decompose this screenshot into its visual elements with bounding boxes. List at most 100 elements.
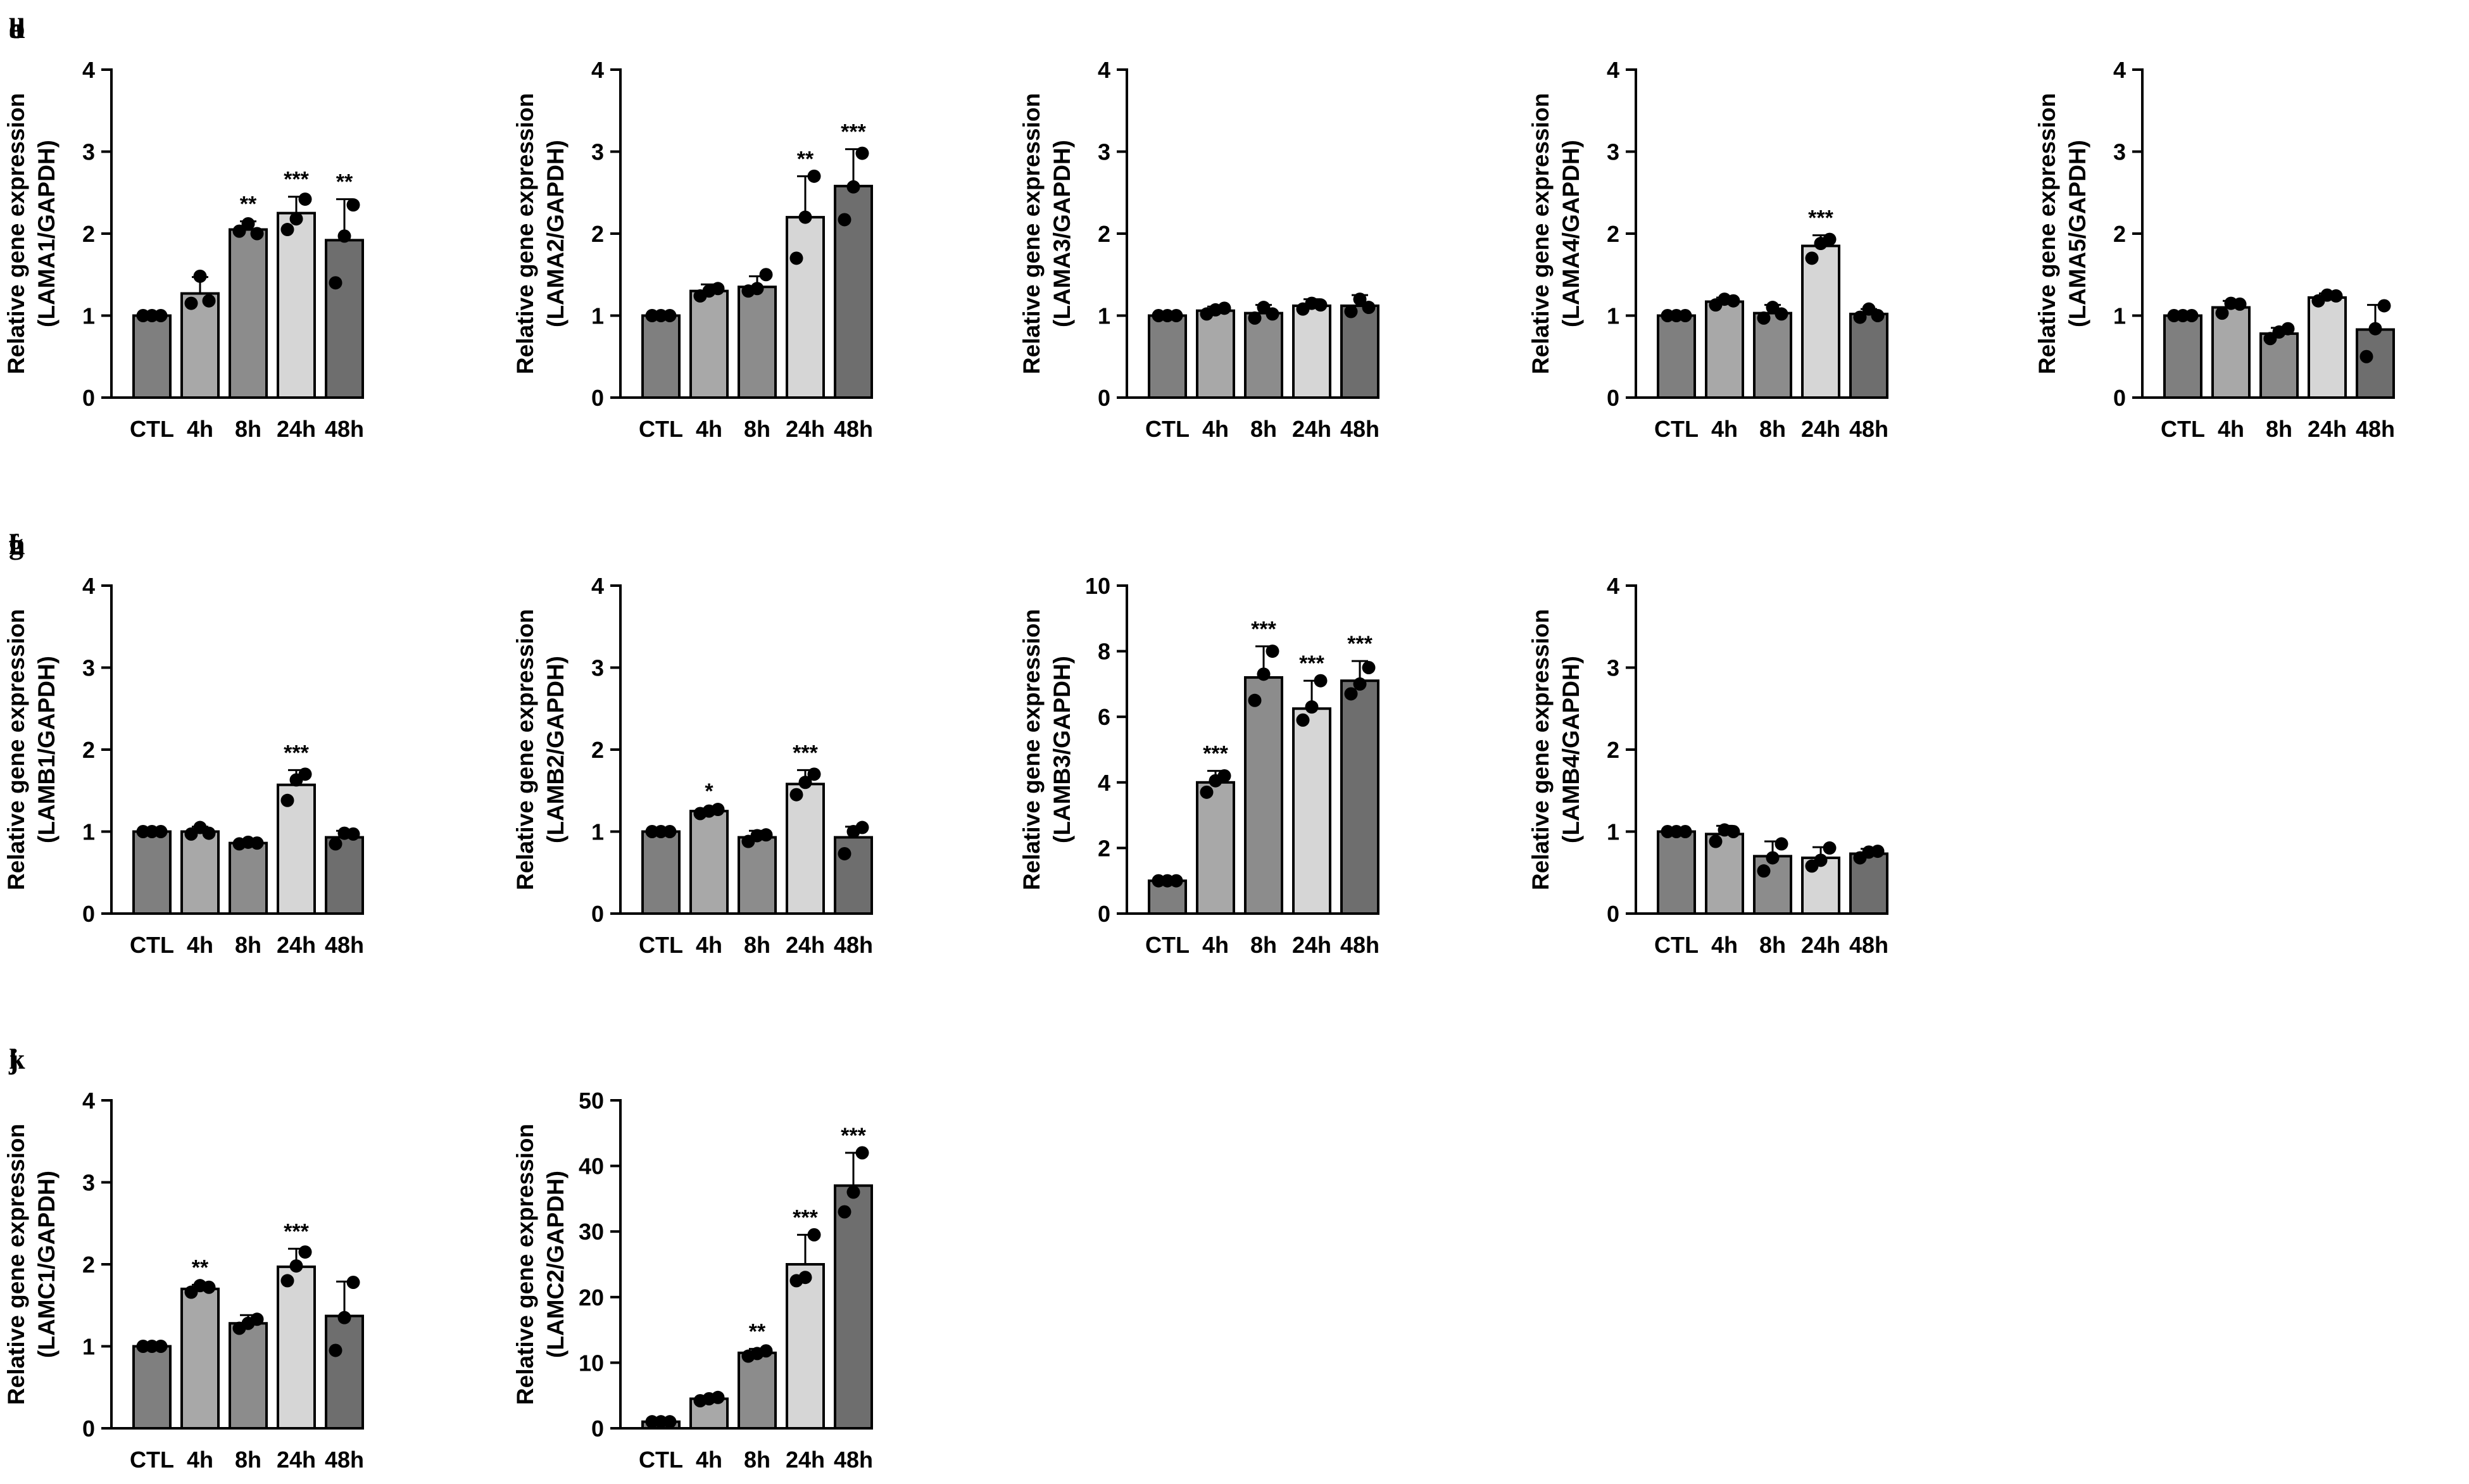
bar-24h (277, 1265, 316, 1430)
y-axis-label-line1: Relative gene expression (512, 609, 538, 890)
data-point (1248, 311, 1262, 325)
data-point (1200, 785, 1214, 799)
data-point (1726, 825, 1740, 838)
y-tick-label: 40 (579, 1154, 604, 1179)
x-tick-label: 48h (2356, 416, 2395, 442)
data-point (1362, 301, 1376, 315)
data-point (855, 821, 869, 834)
y-tick-label: 3 (82, 139, 95, 165)
y-tick-label: 1 (1607, 819, 1619, 845)
x-tick-label: 48h (325, 416, 364, 442)
y-tick-label: 2 (1098, 835, 1110, 861)
y-tick-label: 3 (82, 655, 95, 681)
x-tick-label: CTL (130, 416, 174, 442)
data-point (250, 227, 264, 241)
y-tick-label: 2 (82, 737, 95, 763)
panel-a-lama1: a Relative gene expression (LAMA1/GAPDH) CT… (3, 12, 364, 442)
y-axis-label-line2: (LAMB4/GAPDH) (1558, 656, 1584, 843)
data-point (846, 1185, 860, 1199)
data-point (759, 1344, 773, 1358)
data-point (1709, 834, 1723, 848)
y-tick-label: 4 (2113, 57, 2126, 83)
x-tick-label: 48h (834, 932, 873, 958)
data-point (798, 1271, 812, 1285)
panel-j-lamc1: j Relative gene expression (LAMC1/GAPDH) CT… (3, 1043, 364, 1473)
y-tick-label: 4 (591, 57, 604, 83)
bar-8h (229, 228, 268, 399)
bar-4h (180, 1287, 220, 1430)
data-point (289, 1259, 303, 1273)
data-point (663, 309, 677, 322)
y-tick-label: 3 (1607, 139, 1619, 165)
bar-CTL (641, 830, 681, 915)
y-axis-label-line1: Relative gene expression (512, 93, 538, 374)
bar-24h (786, 1263, 825, 1430)
data-point (807, 169, 821, 183)
x-tick-label: 24h (2308, 416, 2347, 442)
x-tick-label: 24h (786, 1447, 825, 1473)
bar-4h (689, 810, 729, 915)
data-point (846, 180, 860, 194)
y-tick-label: 10 (1085, 573, 1110, 599)
data-point (346, 827, 360, 841)
bar-8h (229, 841, 268, 915)
significance-marker: *** (284, 168, 309, 192)
panel-letter: f (9, 528, 19, 560)
data-point (1814, 853, 1828, 867)
data-point (329, 1343, 342, 1357)
y-tick-label: 2 (2113, 221, 2126, 247)
y-tick-label: 3 (591, 139, 604, 165)
bar-4h (1196, 309, 1235, 399)
y-tick-label: 1 (591, 303, 604, 329)
x-tick-label: 4h (1711, 416, 1738, 442)
data-point (154, 309, 168, 322)
data-point (789, 788, 803, 802)
bar-48h (1340, 304, 1379, 399)
y-tick-label: 3 (591, 655, 604, 681)
y-axis-label-line1: Relative gene expression (3, 1124, 29, 1405)
x-tick-label: 24h (277, 932, 316, 958)
data-point (1853, 310, 1867, 324)
data-point (337, 229, 351, 243)
significance-marker: *** (793, 1205, 818, 1229)
significance-marker: *** (1347, 632, 1373, 656)
data-point (298, 1245, 312, 1259)
x-tick-label: 4h (2218, 416, 2244, 442)
panel-letter: g (9, 528, 23, 560)
data-point (2377, 299, 2391, 313)
y-axis-label-line2: (LAMA4/GAPDH) (1558, 140, 1584, 327)
data-point (711, 282, 725, 296)
bar-CTL (132, 1345, 172, 1430)
y-tick-label: 10 (579, 1350, 604, 1376)
panel-letter: b (9, 12, 25, 44)
x-tick-label: 24h (277, 1447, 316, 1473)
data-point (232, 224, 246, 238)
data-point (1169, 874, 1183, 888)
x-tick-label: CTL (1145, 416, 1190, 442)
panel-letter: k (9, 1043, 25, 1075)
significance-marker: *** (1808, 206, 1833, 230)
data-point (154, 1340, 168, 1353)
bar-48h (325, 836, 364, 915)
significance-marker: *** (1251, 617, 1276, 641)
data-point (1217, 301, 1231, 315)
data-point (250, 1312, 264, 1326)
significance-marker: *** (841, 1124, 866, 1148)
bar-CTL (132, 314, 172, 399)
x-tick-label: 4h (1202, 932, 1229, 958)
y-tick-label: 50 (579, 1088, 604, 1114)
data-point (1169, 309, 1183, 322)
y-axis-label-line2: (LAMC2/GAPDH) (543, 1171, 569, 1358)
y-axis-label-line1: Relative gene expression (2034, 93, 2060, 374)
data-point (346, 198, 360, 212)
x-tick-label: 48h (834, 416, 873, 442)
x-tick-label: CTL (1654, 932, 1699, 958)
data-point (1353, 677, 1367, 691)
data-point (1805, 251, 1819, 265)
bar-8h (738, 1351, 777, 1430)
data-point (1775, 837, 1788, 851)
bar-48h (1340, 679, 1379, 915)
y-tick-label: 2 (591, 737, 604, 763)
